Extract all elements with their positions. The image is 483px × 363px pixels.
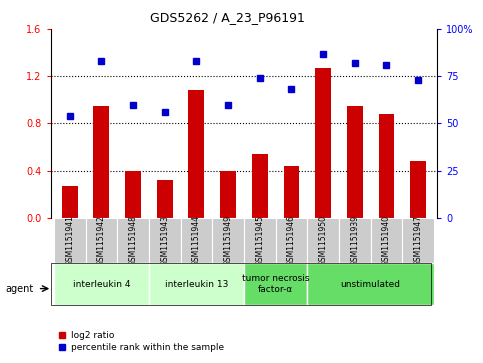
Text: GSM1151945: GSM1151945 xyxy=(255,215,264,266)
Text: GSM1151948: GSM1151948 xyxy=(128,215,138,266)
Bar xyxy=(347,106,363,218)
Bar xyxy=(244,218,276,263)
Text: unstimulated: unstimulated xyxy=(341,280,400,289)
Bar xyxy=(252,154,268,218)
Text: GSM1151949: GSM1151949 xyxy=(224,215,233,266)
Bar xyxy=(402,218,434,263)
Bar xyxy=(54,263,149,305)
Text: GSM1151944: GSM1151944 xyxy=(192,215,201,266)
Bar xyxy=(315,68,331,218)
Text: GSM1151942: GSM1151942 xyxy=(97,215,106,266)
Bar xyxy=(284,166,299,218)
Bar xyxy=(244,263,307,305)
Bar xyxy=(307,263,434,305)
Bar xyxy=(410,161,426,218)
Text: GDS5262 / A_23_P96191: GDS5262 / A_23_P96191 xyxy=(150,11,304,24)
Text: GSM1151950: GSM1151950 xyxy=(319,215,327,266)
Bar xyxy=(220,171,236,218)
Bar xyxy=(307,218,339,263)
Text: GSM1151943: GSM1151943 xyxy=(160,215,169,266)
Bar xyxy=(149,218,181,263)
Bar xyxy=(125,171,141,218)
Bar xyxy=(339,218,370,263)
Text: GSM1151939: GSM1151939 xyxy=(350,215,359,266)
Text: tumor necrosis
factor-α: tumor necrosis factor-α xyxy=(242,274,309,294)
Bar xyxy=(370,218,402,263)
Bar xyxy=(181,218,212,263)
Bar xyxy=(276,218,307,263)
Bar xyxy=(94,106,109,218)
Bar xyxy=(117,218,149,263)
Bar xyxy=(188,90,204,218)
Text: agent: agent xyxy=(6,284,34,294)
Bar xyxy=(85,218,117,263)
Text: GSM1151940: GSM1151940 xyxy=(382,215,391,266)
Bar xyxy=(212,218,244,263)
Legend: log2 ratio, percentile rank within the sample: log2 ratio, percentile rank within the s… xyxy=(55,327,227,355)
Text: GSM1151941: GSM1151941 xyxy=(65,215,74,266)
Bar xyxy=(379,114,394,218)
Bar xyxy=(157,180,172,218)
Text: GSM1151947: GSM1151947 xyxy=(413,215,423,266)
Text: GSM1151946: GSM1151946 xyxy=(287,215,296,266)
Text: interleukin 4: interleukin 4 xyxy=(72,280,130,289)
Bar xyxy=(62,186,78,218)
Text: interleukin 13: interleukin 13 xyxy=(165,280,228,289)
Bar xyxy=(54,218,85,263)
Bar xyxy=(149,263,244,305)
